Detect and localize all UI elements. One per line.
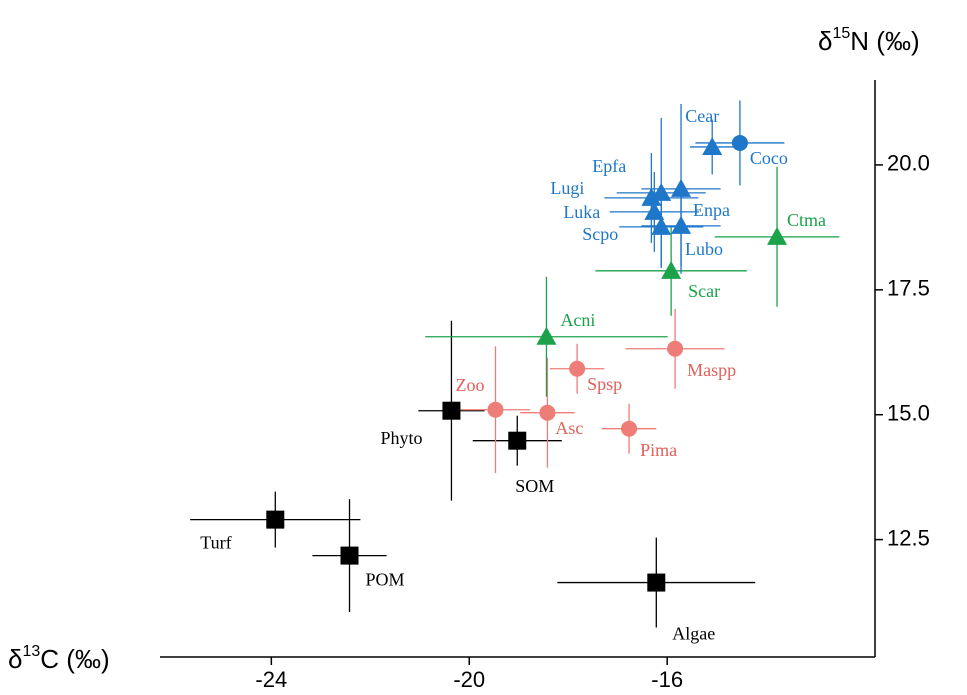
- point: [644, 201, 665, 220]
- point: [442, 401, 461, 420]
- point: [647, 573, 666, 592]
- point: [731, 134, 748, 151]
- point: [702, 136, 723, 155]
- y-tick-label: 20.0: [887, 151, 930, 176]
- point-label: SOM: [515, 476, 554, 496]
- point: [487, 401, 504, 418]
- y-label-sup: 15: [832, 25, 850, 42]
- point: [539, 404, 556, 421]
- x-axis-label: δ13C (‰): [8, 643, 110, 674]
- y-tick-label: 12.5: [887, 525, 930, 550]
- y-axis-label: δ15N (‰): [818, 25, 920, 56]
- y-label-prefix: δ: [818, 26, 832, 56]
- point: [508, 431, 527, 450]
- point: [671, 215, 692, 234]
- x-label-prefix: δ: [8, 644, 22, 674]
- point-label: Coco: [750, 148, 788, 168]
- point-label: Algae: [672, 624, 715, 644]
- y-label-suffix: N (‰): [850, 26, 919, 56]
- point-label: Phyto: [380, 428, 422, 448]
- point: [661, 260, 682, 279]
- point: [641, 187, 662, 206]
- x-tick-label: -16: [651, 667, 683, 692]
- point-label: Acni: [560, 310, 595, 330]
- point: [667, 340, 684, 357]
- y-tick-label: 17.5: [887, 276, 930, 301]
- point-label: Asc: [555, 418, 583, 438]
- y-tick-label: 15.0: [887, 401, 930, 426]
- point-label: Lugi: [550, 178, 584, 198]
- point: [621, 420, 638, 437]
- x-tick-label: -24: [255, 667, 287, 692]
- point: [340, 546, 359, 565]
- point-label: Spsp: [587, 374, 622, 394]
- point-label: POM: [366, 570, 405, 590]
- point-label: Scar: [688, 281, 720, 301]
- x-label-sup: 13: [22, 643, 40, 660]
- point: [569, 360, 586, 377]
- point-label: Luka: [563, 202, 600, 222]
- point-label: Lubo: [685, 239, 723, 259]
- point-label: Turf: [200, 533, 231, 553]
- point-label: Epfa: [592, 156, 626, 176]
- point-label: Pima: [640, 440, 677, 460]
- point-label: Ctma: [787, 210, 826, 230]
- point-label: Cear: [685, 106, 719, 126]
- x-label-suffix: C (‰): [40, 644, 109, 674]
- point: [767, 226, 788, 245]
- point-label: Scpo: [582, 224, 618, 244]
- point: [266, 510, 285, 529]
- point-label: Enpa: [693, 200, 730, 220]
- point-label: Zoo: [455, 375, 484, 395]
- point: [536, 326, 557, 345]
- x-tick-label: -20: [453, 667, 485, 692]
- point-label: Maspp: [687, 360, 736, 380]
